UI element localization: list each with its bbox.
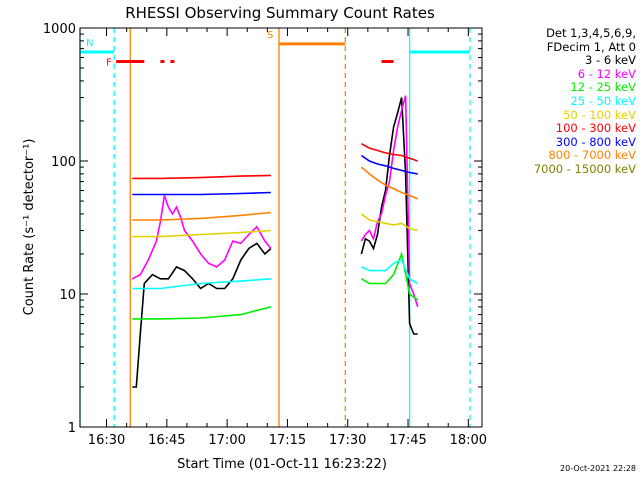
legend-entry-4: 50 - 100 keV — [563, 107, 636, 122]
series-line-7-0 — [132, 211, 271, 221]
series-lines — [131, 95, 419, 388]
x-tick-label-1: 16:45 — [148, 433, 185, 448]
axes: 1 10 100 1000 16:30 16:45 17:00 17:15 17:30 17:45… — [43, 22, 487, 448]
series-line-0-0 — [132, 242, 272, 388]
series-line-4-0 — [132, 229, 271, 238]
plot-frame — [79, 27, 483, 428]
detector-info-line-2: FDecim 1, Att 0 — [546, 39, 636, 54]
legend-items: 3 - 6 keV 6 - 12 keV 12 - 25 keV 25 - 50 ke… — [478, 54, 636, 176]
flag-bars: N F S — [80, 30, 470, 68]
x-tick-label-0: 16:30 — [88, 433, 125, 448]
timestamp: 20-Oct-2021 22:28 — [560, 464, 636, 473]
y-tick-label-1: 10 — [59, 288, 76, 303]
x-tick-label-2: 17:00 — [208, 433, 245, 448]
flag-label-N: N — [86, 38, 93, 49]
legend-entry-5: 100 - 300 keV — [555, 121, 636, 136]
y-tick-label-2: 100 — [51, 155, 76, 170]
flag-label-F: F — [106, 57, 112, 68]
detector-info-line-1: Det 1,3,4,5,6,9, — [546, 26, 636, 40]
y-tick-label-3: 1000 — [43, 22, 76, 37]
series-line-2-0 — [132, 306, 272, 320]
x-tick-label-4: 17:30 — [329, 433, 366, 448]
series-line-3-0 — [132, 278, 271, 290]
y-axis-label: Count Rate (s⁻¹ detector⁻¹) — [22, 139, 37, 316]
x-tick-label-3: 17:15 — [269, 433, 306, 448]
series-line-4-1 — [360, 213, 418, 232]
x-axis-label: Start Time (01-Oct-11 16:23:22) — [177, 457, 387, 472]
legend-entry-3: 25 - 50 keV — [570, 93, 636, 108]
series-line-3-1 — [361, 258, 419, 285]
legend-entry-8: 7000 - 15000 keV — [533, 161, 636, 176]
series-line-1-1 — [360, 95, 419, 308]
series-line-6-1 — [360, 154, 418, 175]
legend-entry-6: 300 - 800 keV — [555, 134, 636, 149]
legend: Det 1,3,4,5,6,9, FDecim 1, Att 0 3 - 6 k… — [478, 26, 636, 177]
x-tick-label-6: 18:00 — [450, 433, 487, 448]
series-line-5-1 — [361, 142, 418, 162]
y-tick-label-0: 1 — [68, 421, 76, 436]
flag-label-S: S — [267, 30, 273, 41]
legend-entry-2: 12 - 25 keV — [570, 80, 636, 95]
series-line-7-1 — [360, 166, 419, 200]
vertical-markers — [79, 28, 471, 427]
x-tick-label-5: 17:45 — [389, 433, 426, 448]
legend-entry-0: 3 - 6 keV — [585, 53, 636, 68]
series-line-2-1 — [360, 251, 419, 301]
chart-title: RHESSI Observing Summary Count Rates — [125, 4, 435, 22]
series-line-5-0 — [132, 174, 271, 180]
legend-entry-1: 6 - 12 keV — [577, 66, 636, 81]
legend-entry-7: 800 - 7000 keV — [548, 148, 636, 163]
series-line-6-0 — [132, 191, 271, 196]
